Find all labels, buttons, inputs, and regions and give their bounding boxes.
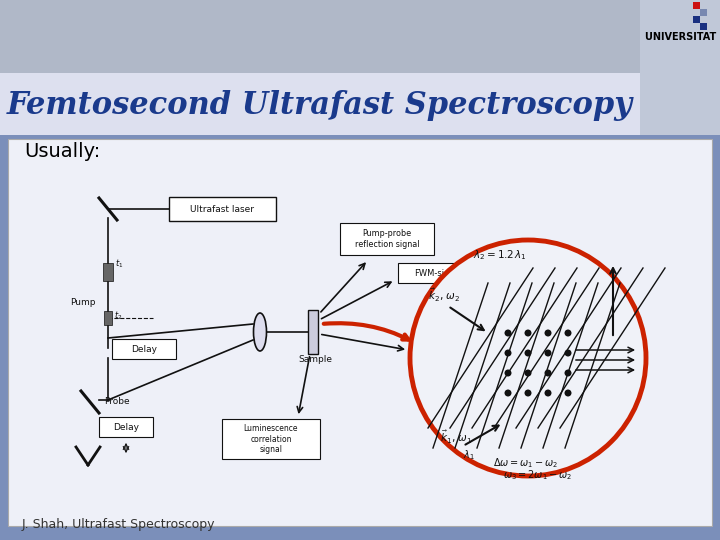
Circle shape [564,349,572,356]
Bar [693,16,700,23]
Text: $\lambda_2 = 1.2\,\lambda_1$: $\lambda_2 = 1.2\,\lambda_1$ [473,248,527,262]
Bar [104,311,112,325]
Bar [640,0,720,135]
FancyBboxPatch shape [99,417,153,437]
FancyBboxPatch shape [169,197,276,221]
Bar [693,9,700,16]
Circle shape [505,349,511,356]
Text: Sample: Sample [298,355,332,364]
Circle shape [524,349,531,356]
Circle shape [564,369,572,376]
FancyBboxPatch shape [222,419,320,459]
Circle shape [544,369,552,376]
Ellipse shape [253,313,266,351]
Circle shape [524,369,531,376]
Circle shape [564,389,572,396]
Text: $\Delta\omega = \omega_1 - \omega_2$: $\Delta\omega = \omega_1 - \omega_2$ [493,456,558,470]
Bar [700,23,707,30]
Bar [693,23,700,30]
Circle shape [410,240,646,476]
Text: Pump: Pump [70,298,96,307]
Text: Ultrafast laser: Ultrafast laser [191,205,254,213]
Text: Delay: Delay [131,345,157,354]
Bar [700,2,707,9]
Bar [700,16,707,23]
Circle shape [524,389,531,396]
Text: $t_2$: $t_2$ [114,310,122,322]
Text: Probe: Probe [104,397,130,407]
Circle shape [505,329,511,336]
Circle shape [524,329,531,336]
FancyBboxPatch shape [398,263,478,283]
Bar [0,0,720,73]
Bar [8,139,712,526]
Circle shape [564,329,572,336]
Bar [0,73,680,135]
Text: $\vec{k}_1$, $\omega_1$: $\vec{k}_1$, $\omega_1$ [440,429,472,446]
Text: $\omega_3 = 2\omega_1 - \omega_2$: $\omega_3 = 2\omega_1 - \omega_2$ [503,468,572,482]
Text: Delay: Delay [113,422,139,431]
Circle shape [544,389,552,396]
Text: $t_1$: $t_1$ [115,258,123,271]
Text: J. Shah, Ultrafast Spectroscopy: J. Shah, Ultrafast Spectroscopy [22,518,215,531]
Circle shape [505,389,511,396]
Text: $\vec{k}_2$, $\omega_2$: $\vec{k}_2$, $\omega_2$ [428,287,460,304]
Text: Pump-probe
reflection signal: Pump-probe reflection signal [355,230,419,249]
Circle shape [505,369,511,376]
FancyBboxPatch shape [340,223,434,255]
Text: FWM-signal: FWM-signal [414,268,462,278]
Bar [693,2,700,9]
Text: Femtosecond Ultrafast Spectroscopy: Femtosecond Ultrafast Spectroscopy [7,90,633,121]
Text: Pump-probe
transmission
signal: Pump-probe transmission signal [431,341,480,371]
Text: Luminescence
correlation
signal: Luminescence correlation signal [244,424,298,454]
FancyBboxPatch shape [112,339,176,359]
Text: $\lambda_1$: $\lambda_1$ [463,448,474,462]
Text: UNIVERSITAT DORTMUND: UNIVERSITAT DORTMUND [645,32,720,42]
FancyBboxPatch shape [410,336,500,376]
Bar [103,263,113,281]
Circle shape [544,349,552,356]
Text: Usually:: Usually: [24,142,100,161]
Bar [308,310,318,354]
Bar [700,9,707,16]
Circle shape [544,329,552,336]
